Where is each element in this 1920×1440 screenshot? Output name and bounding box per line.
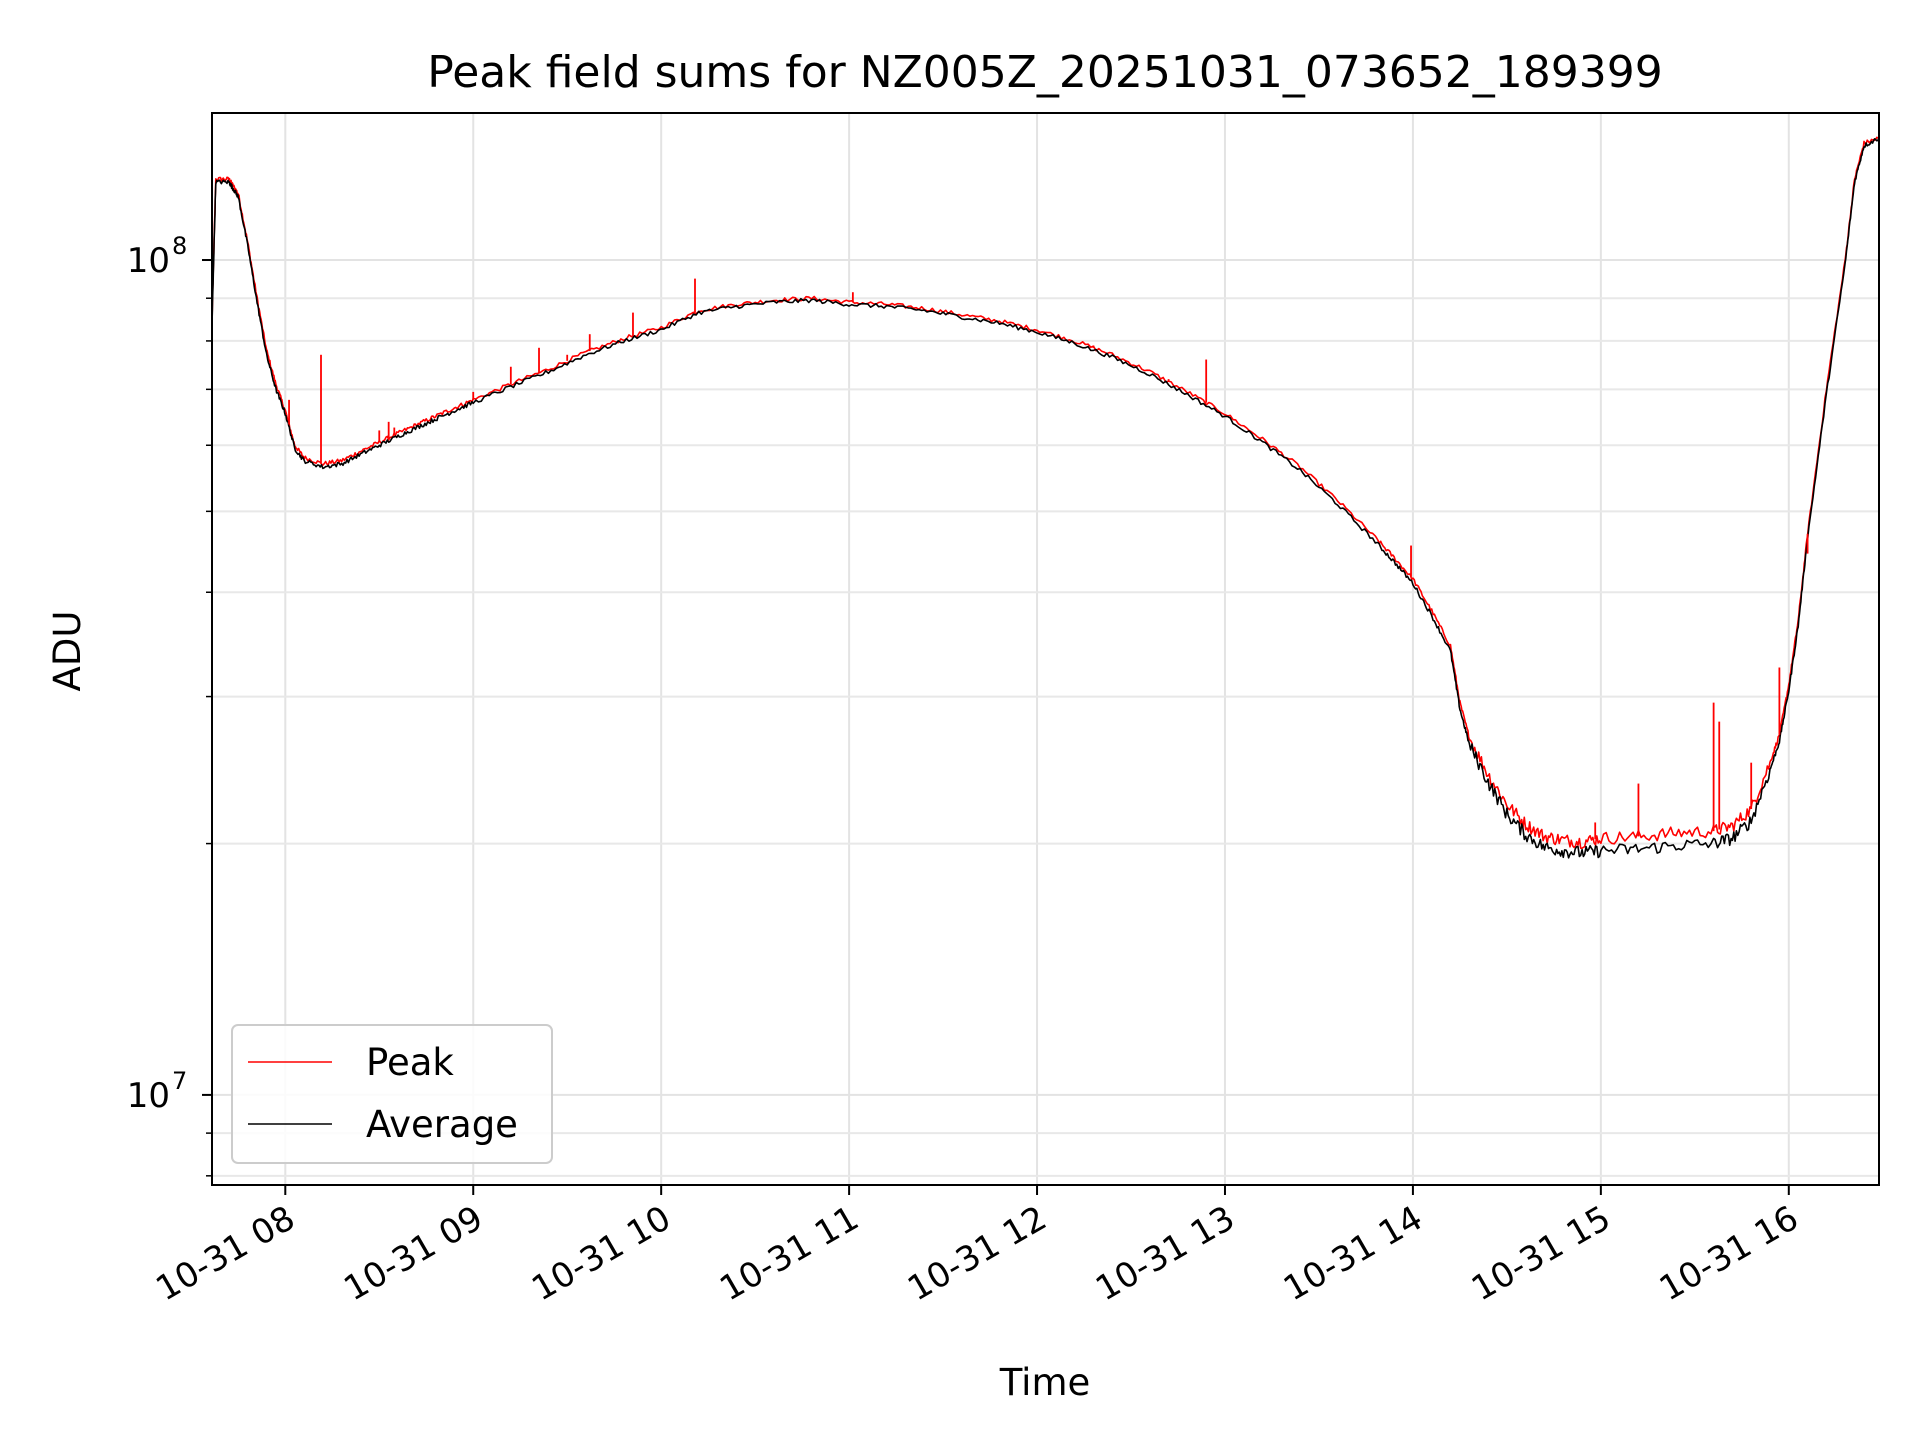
y-tick-label: 10 [127, 241, 170, 281]
plot-frame [211, 112, 1880, 1186]
y-axis-label: ADU [46, 611, 89, 692]
legend-label-peak: Peak [366, 1041, 454, 1084]
grid-lines [212, 113, 1879, 1185]
legend-box [231, 1024, 553, 1164]
y-tick-label: 10 [127, 1076, 170, 1116]
legend-label-average: Average [366, 1103, 518, 1146]
legend: Peak Average [231, 1024, 553, 1164]
chart-title: Peak field sums for NZ005Z_20251031_0736… [427, 47, 1663, 98]
series-line-average [212, 137, 1879, 859]
y-tick-exponent: 7 [172, 1067, 187, 1095]
series-layer [212, 136, 1879, 859]
x-axis-label: Time [999, 1361, 1091, 1404]
y-tick-exponent: 8 [172, 232, 187, 260]
